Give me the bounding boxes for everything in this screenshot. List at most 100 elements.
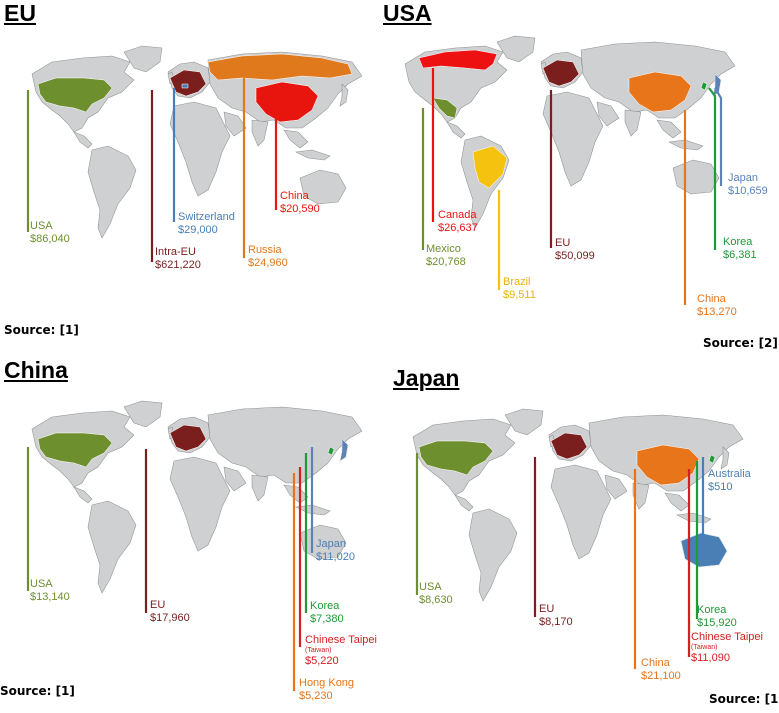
label-canada: Canada $26,637	[438, 209, 478, 235]
eu-region	[169, 69, 207, 97]
japan-region	[712, 73, 722, 97]
world-map	[404, 35, 736, 305]
panel-title: EU	[4, 0, 36, 26]
label-name: China	[641, 657, 670, 669]
greenland-landmass	[123, 400, 163, 428]
japanIsl-landmass	[720, 446, 730, 470]
australia-landmass	[299, 169, 347, 205]
label-value: $8,170	[539, 616, 573, 628]
seAsia-landmass	[656, 119, 682, 139]
label-value: $86,040	[30, 233, 70, 245]
label-name: Canada	[438, 209, 477, 221]
label-japan: Japan $11,020	[316, 538, 355, 564]
switzerland-region	[181, 83, 189, 89]
korea-region	[708, 454, 716, 464]
centralAmerica-landmass	[454, 494, 474, 512]
india-landmass	[251, 474, 269, 502]
panel-title: China	[4, 357, 68, 383]
greenland-landmass	[504, 408, 544, 436]
label-china: China $13,270	[697, 293, 737, 319]
usa-region	[418, 440, 494, 476]
china-region	[636, 444, 700, 486]
label-name: Hong Kong	[299, 677, 355, 689]
panel-eu: EU Source: [1] USA $86,040 Switzerland $…	[0, 0, 385, 350]
label-name: EU	[150, 599, 166, 611]
label-name: Korea	[697, 604, 727, 616]
seAsia-landmass	[283, 484, 309, 504]
label-chinese-taipei: Chinese Taipei (Taiwan) $11,090	[691, 631, 763, 665]
arabia-landmass	[223, 111, 247, 137]
southAmerica-landmass	[468, 508, 518, 602]
label-name: Russia	[248, 244, 282, 256]
label-name: EU	[555, 237, 571, 249]
panel-usa: USA Source: [2] Canada $26,637 Mexico $2…	[383, 0, 779, 355]
label-value: $50,099	[555, 250, 595, 262]
africa-landmass	[550, 464, 612, 560]
label-korea: Korea $7,380	[310, 600, 344, 626]
label-value: $8,630	[419, 594, 453, 606]
label-value: $15,920	[697, 617, 737, 629]
label-name: Korea	[310, 600, 340, 612]
seAsia-landmass	[283, 129, 309, 149]
china-region	[628, 71, 692, 113]
label-value: $9,511	[503, 289, 536, 301]
label-name: Japan	[728, 172, 758, 184]
label-name: Chinese Taipei	[305, 634, 377, 646]
label-value: $10,659	[728, 185, 768, 197]
source-note: Source: [1]	[709, 692, 779, 706]
indonesia-landmass	[676, 512, 712, 524]
panel-title: USA	[383, 0, 432, 26]
label-name: USA	[30, 578, 53, 590]
label-eu: EU $8,170	[539, 603, 573, 629]
leader-line-japan	[714, 87, 723, 186]
africa-landmass	[542, 91, 604, 187]
eu-region	[550, 432, 588, 460]
arabia-landmass	[596, 101, 620, 127]
indonesia-landmass	[295, 149, 331, 161]
label-subname: (Taiwan)	[305, 647, 332, 654]
label-name: EU	[539, 603, 555, 615]
japanIsl-landmass	[339, 83, 349, 107]
label-value: $20,768	[426, 256, 466, 268]
russia-region	[207, 53, 353, 81]
eu-region	[169, 424, 207, 452]
label-australia: Australia $510	[708, 468, 751, 494]
source-note: Source: [1]	[4, 323, 79, 337]
source-note: Source: [2]	[703, 336, 778, 350]
label-name: USA	[419, 581, 442, 593]
label-value: $21,100	[641, 670, 681, 682]
brazil-region	[472, 145, 508, 189]
label-name: Mexico	[426, 243, 461, 255]
africa-landmass	[169, 101, 231, 197]
label-korea: Korea $15,920	[697, 604, 737, 630]
eu-region	[542, 59, 580, 87]
korea-region	[700, 81, 708, 91]
panel-japan: Japan Source: [1] USA $8,630 EU $8,170 A…	[383, 357, 779, 713]
label-value: $510	[708, 481, 733, 493]
centralAmerica-landmass	[446, 121, 466, 139]
continents	[31, 400, 363, 594]
label-value: $11,020	[316, 551, 355, 563]
label-value: $24,960	[248, 257, 288, 269]
label-value: $26,637	[438, 222, 478, 234]
label-name: Brazil	[503, 276, 531, 288]
label-value: $13,140	[30, 591, 70, 603]
label-china: China $21,100	[641, 657, 681, 683]
southAmerica-landmass	[87, 500, 137, 594]
africa-landmass	[169, 456, 231, 552]
label-value: $6,381	[723, 249, 757, 261]
label-value: $621,220	[155, 259, 201, 271]
label-name: Chinese Taipei	[691, 631, 763, 643]
label-name: Japan	[316, 538, 346, 550]
label-value: $5,230	[299, 690, 333, 702]
world-map	[26, 45, 363, 262]
label-mexico: Mexico $20,768	[426, 243, 466, 269]
arabia-landmass	[604, 474, 628, 500]
panel-title: Japan	[393, 365, 460, 391]
world-map	[412, 408, 744, 669]
label-eu: EU $50,099	[555, 237, 595, 263]
southAmerica-landmass	[87, 145, 137, 239]
korea-region	[327, 446, 335, 456]
label-usa: USA $13,140	[30, 578, 70, 604]
label-value: $7,380	[310, 613, 344, 625]
